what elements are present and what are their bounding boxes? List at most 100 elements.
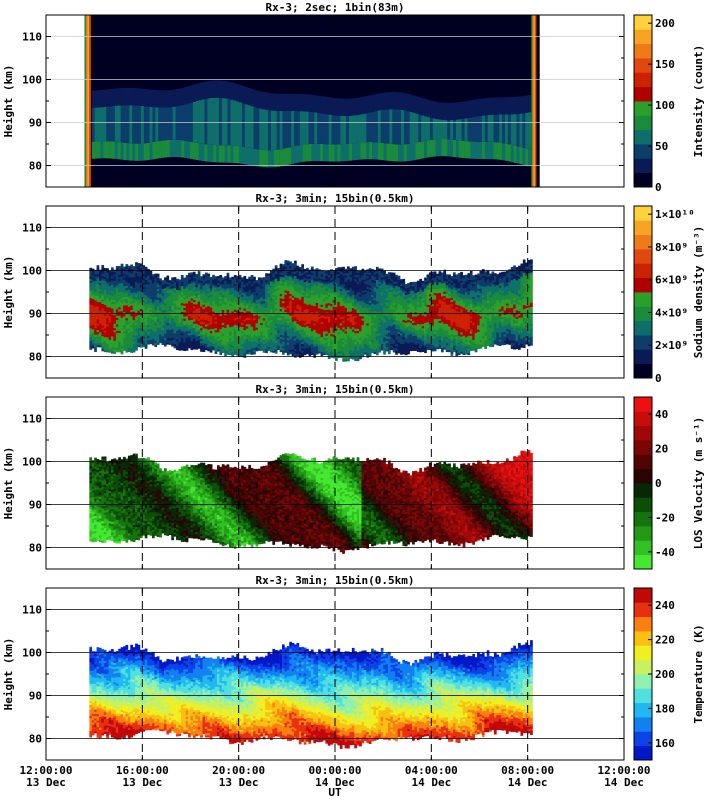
heatmap-cell [345, 342, 348, 344]
heatmap-cell [159, 298, 162, 300]
heatmap-cell [130, 282, 133, 284]
intensity-cell [222, 81, 225, 98]
heatmap-cell [282, 342, 285, 344]
heatmap-cell [183, 336, 186, 338]
heatmap-cell [174, 316, 177, 318]
heatmap-cell [130, 301, 133, 303]
intensity-cell [259, 109, 262, 150]
heatmap-cell [275, 274, 278, 276]
heatmap-cell [113, 349, 116, 351]
heatmap-cell [99, 328, 102, 330]
heatmap-cell [174, 277, 177, 279]
heatmap-cell [210, 320, 213, 322]
intensity-cell [335, 144, 338, 161]
heatmap-cell [89, 281, 92, 283]
heatmap-cell [138, 278, 141, 280]
heatmap-cell [263, 314, 266, 316]
heatmap-cell [246, 322, 249, 324]
heatmap-cell [152, 283, 155, 285]
heatmap-cell [164, 280, 167, 282]
heatmap-cell [347, 290, 350, 292]
heatmap-cell [150, 299, 153, 301]
heatmap-cell [147, 342, 150, 344]
heatmap-cell [349, 346, 352, 348]
heatmap-cell [217, 334, 220, 336]
heatmap-cell [352, 353, 355, 355]
heatmap-cell [174, 292, 177, 294]
heatmap-cell [99, 298, 102, 300]
intensity-cell [204, 82, 207, 99]
heatmap-cell [287, 325, 290, 327]
heatmap-cell [352, 286, 355, 288]
heatmap-cell [104, 285, 107, 287]
heatmap-cell [101, 306, 104, 308]
heatmap-cell [359, 277, 362, 279]
heatmap-cell [342, 321, 345, 323]
heatmap-cell [296, 311, 299, 313]
heatmap-cell [340, 332, 343, 334]
heatmap-cell [311, 297, 314, 299]
heatmap-cell [116, 324, 119, 326]
heatmap-cell [328, 337, 331, 339]
heatmap-cell [253, 296, 256, 298]
heatmap-cell [229, 305, 232, 307]
heatmap-cell [321, 343, 324, 345]
heatmap-cell [256, 347, 259, 349]
heatmap-cell [89, 302, 92, 304]
heatmap-cell [284, 297, 287, 299]
heatmap-cell [154, 280, 157, 282]
heatmap-cell [219, 322, 222, 324]
heatmap-cell [352, 284, 355, 286]
intensity-cell [228, 146, 231, 163]
intensity-cell [528, 95, 531, 112]
heatmap-cell [316, 290, 319, 292]
heatmap-cell [101, 284, 104, 286]
heatmap-cell [217, 293, 220, 295]
heatmap-cell [256, 327, 259, 329]
heatmap-cell [248, 330, 251, 332]
heatmap-cell [280, 320, 283, 322]
heatmap-cell [258, 277, 261, 279]
heatmap-cell [241, 303, 244, 305]
heatmap-cell [198, 338, 201, 340]
intensity-cell [216, 145, 219, 162]
heatmap-cell [217, 304, 220, 306]
heatmap-cell [342, 301, 345, 303]
heatmap-cell [321, 328, 324, 330]
intensity-cell [392, 144, 395, 161]
heatmap-cell [183, 338, 186, 340]
heatmap-cell [121, 264, 124, 266]
heatmap-cell [256, 349, 259, 351]
heatmap-cell [284, 305, 287, 307]
heatmap-cell [181, 303, 184, 305]
heatmap-cell [109, 346, 112, 348]
heatmap-cell [231, 318, 234, 320]
heatmap-cell [292, 274, 295, 276]
heatmap-cell [191, 333, 194, 335]
intensity-cell [335, 115, 338, 144]
heatmap-cell [174, 281, 177, 283]
heatmap-cell [94, 347, 97, 349]
intensity-cell [525, 113, 528, 149]
heatmap-cell [296, 328, 299, 330]
heatmap-cell [260, 301, 263, 303]
heatmap-cell [133, 329, 136, 331]
heatmap-cell [152, 315, 155, 317]
heatmap-cell [328, 318, 331, 320]
heatmap-cell [342, 286, 345, 288]
heatmap-cell [280, 281, 283, 283]
heatmap-cell [154, 308, 157, 310]
heatmap-cell [219, 342, 222, 344]
heatmap-cell [361, 346, 364, 348]
heatmap-cell [229, 303, 232, 305]
heatmap-cell [304, 278, 307, 280]
heatmap-cell [246, 317, 249, 319]
intensity-cell [514, 114, 517, 146]
heatmap-cell [133, 344, 136, 346]
heatmap-cell [171, 286, 174, 288]
heatmap-cell [154, 329, 157, 331]
intensity-cell [450, 140, 453, 157]
heatmap-cell [99, 323, 102, 325]
heatmap-cell [256, 299, 259, 301]
intensity-cell [277, 111, 280, 150]
